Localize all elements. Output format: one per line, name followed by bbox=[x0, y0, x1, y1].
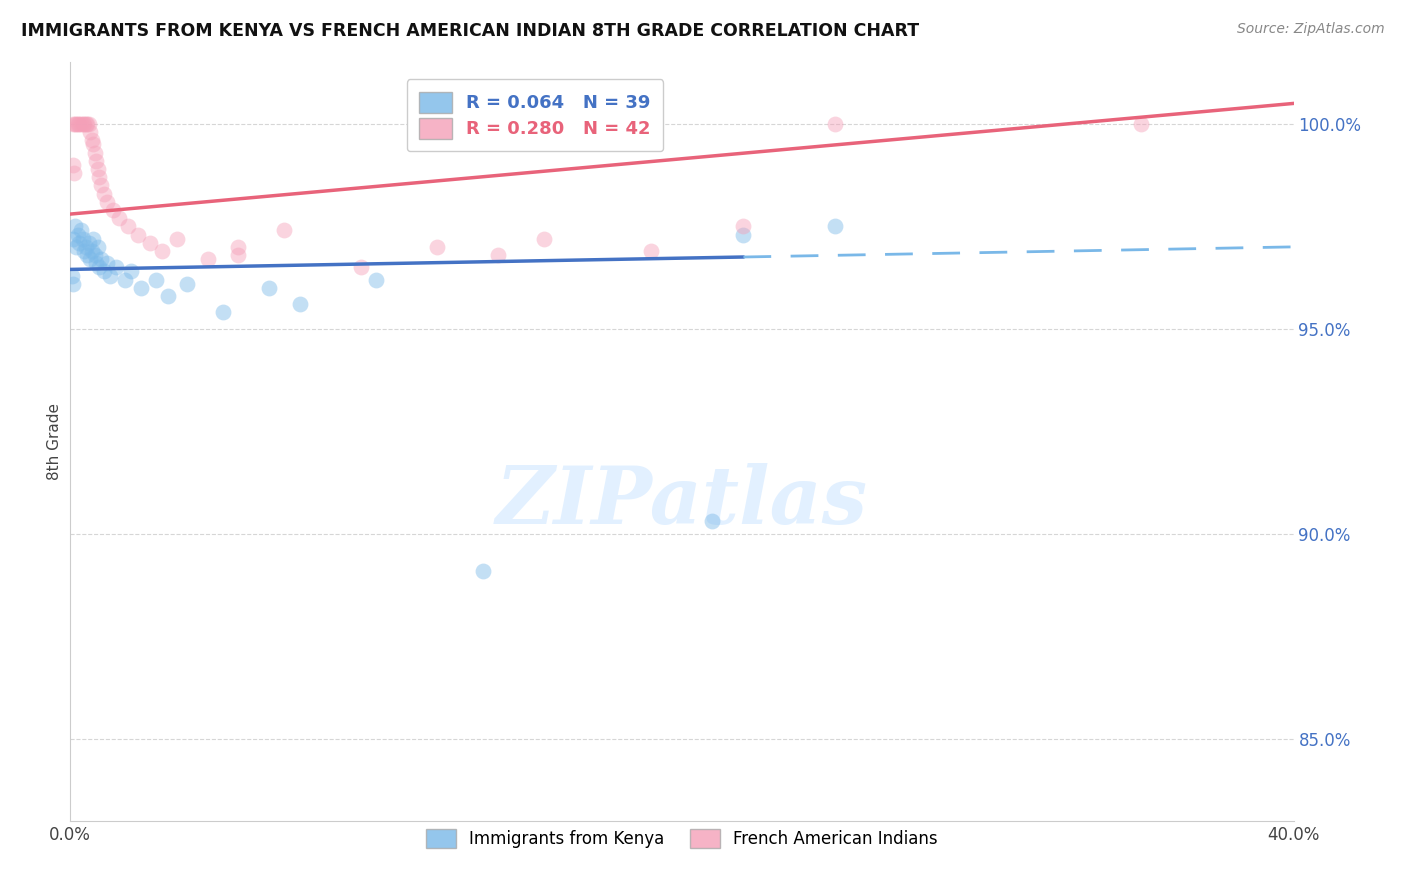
Point bbox=[731, 227, 754, 242]
Text: IMMIGRANTS FROM KENYA VS FRENCH AMERICAN INDIAN 8TH GRADE CORRELATION CHART: IMMIGRANTS FROM KENYA VS FRENCH AMERICAN… bbox=[21, 22, 920, 40]
Point bbox=[96, 194, 118, 209]
Point bbox=[114, 273, 136, 287]
Point bbox=[83, 145, 105, 160]
Y-axis label: 8th Grade: 8th Grade bbox=[46, 403, 62, 480]
Point bbox=[72, 232, 94, 246]
Point bbox=[166, 232, 188, 246]
Point bbox=[533, 232, 555, 246]
Point bbox=[228, 240, 250, 254]
Point bbox=[73, 117, 96, 131]
Point bbox=[101, 202, 124, 217]
Point bbox=[70, 223, 93, 237]
Point bbox=[80, 133, 103, 147]
Point bbox=[117, 219, 139, 234]
Point bbox=[257, 281, 280, 295]
Point bbox=[145, 273, 167, 287]
Point bbox=[69, 235, 91, 250]
Point bbox=[197, 252, 219, 267]
Point bbox=[89, 260, 111, 275]
Point bbox=[66, 227, 89, 242]
Point bbox=[640, 244, 662, 258]
Point bbox=[63, 219, 86, 234]
Point bbox=[62, 277, 84, 291]
Point bbox=[76, 248, 98, 262]
Point bbox=[84, 256, 107, 270]
Point bbox=[93, 264, 115, 278]
Point bbox=[82, 137, 104, 152]
Point bbox=[83, 248, 105, 262]
Point bbox=[366, 273, 388, 287]
Point bbox=[89, 170, 111, 185]
Point bbox=[288, 297, 311, 311]
Point bbox=[824, 117, 846, 131]
Point bbox=[1129, 117, 1152, 131]
Point bbox=[108, 211, 131, 226]
Point bbox=[73, 244, 96, 258]
Point bbox=[150, 244, 173, 258]
Point bbox=[488, 248, 510, 262]
Point bbox=[63, 166, 86, 180]
Point bbox=[62, 117, 84, 131]
Point bbox=[79, 252, 101, 267]
Point bbox=[273, 223, 295, 237]
Text: ZIPatlas: ZIPatlas bbox=[496, 464, 868, 541]
Point bbox=[87, 240, 110, 254]
Point bbox=[127, 227, 149, 242]
Point bbox=[426, 240, 449, 254]
Point bbox=[62, 232, 84, 246]
Point bbox=[472, 564, 495, 578]
Point bbox=[70, 117, 93, 131]
Point bbox=[98, 268, 121, 283]
Legend: Immigrants from Kenya, French American Indians: Immigrants from Kenya, French American I… bbox=[416, 819, 948, 858]
Point bbox=[139, 235, 162, 250]
Point bbox=[105, 260, 128, 275]
Point bbox=[77, 117, 100, 131]
Point bbox=[824, 219, 846, 234]
Point bbox=[60, 268, 83, 283]
Point bbox=[66, 117, 89, 131]
Point bbox=[87, 161, 110, 176]
Point bbox=[77, 235, 100, 250]
Point bbox=[72, 117, 94, 131]
Point bbox=[65, 240, 87, 254]
Point bbox=[228, 248, 250, 262]
Point bbox=[84, 153, 107, 168]
Point bbox=[157, 289, 180, 303]
Point bbox=[93, 186, 115, 201]
Point bbox=[96, 256, 118, 270]
Point bbox=[69, 117, 91, 131]
Point bbox=[62, 158, 84, 172]
Point bbox=[63, 117, 86, 131]
Point bbox=[702, 515, 724, 529]
Point bbox=[75, 240, 97, 254]
Point bbox=[90, 252, 112, 267]
Point bbox=[82, 232, 104, 246]
Text: Source: ZipAtlas.com: Source: ZipAtlas.com bbox=[1237, 22, 1385, 37]
Point bbox=[79, 125, 101, 139]
Point bbox=[121, 264, 143, 278]
Point bbox=[76, 117, 98, 131]
Point bbox=[129, 281, 152, 295]
Point bbox=[90, 178, 112, 193]
Point bbox=[75, 117, 97, 131]
Point bbox=[65, 117, 87, 131]
Point bbox=[176, 277, 198, 291]
Point bbox=[350, 260, 373, 275]
Point bbox=[731, 219, 754, 234]
Point bbox=[212, 305, 235, 319]
Point bbox=[80, 244, 103, 258]
